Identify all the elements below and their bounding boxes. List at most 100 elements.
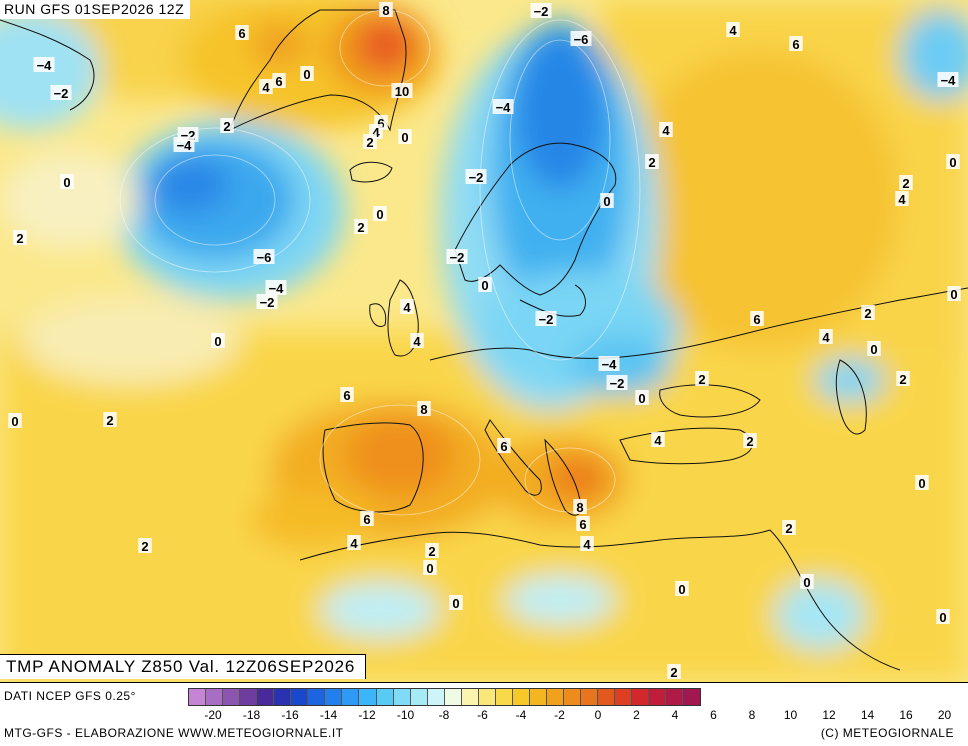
contour-value-label: 2 — [645, 154, 659, 170]
legend-tick-label: -2 — [554, 708, 565, 722]
contour-value-label: 2 — [667, 664, 681, 680]
legend-tick-label: -20 — [204, 708, 222, 722]
svg-text:0: 0 — [803, 575, 810, 590]
svg-text:−2: −2 — [610, 376, 625, 391]
svg-text:2: 2 — [223, 119, 230, 134]
svg-text:−2: −2 — [450, 250, 465, 265]
contour-value-label: −2 — [50, 85, 72, 101]
legend-tick-label: 6 — [710, 708, 717, 722]
contour-value-label: −4 — [492, 99, 514, 115]
legend-tick-label: 20 — [937, 708, 952, 722]
svg-text:0: 0 — [638, 391, 645, 406]
legend-swatch — [410, 689, 428, 705]
contour-value-label: 0 — [211, 333, 225, 349]
svg-text:−2: −2 — [54, 86, 69, 101]
legend-swatch — [257, 689, 275, 705]
contour-lines — [119, 9, 641, 516]
contour-value-label: 6 — [497, 438, 511, 454]
run-label: RUN GFS 01SEP2026 12Z — [0, 0, 191, 19]
svg-text:2: 2 — [648, 155, 655, 170]
legend-ticks: -20 -18 -16 -14 -12 -10 -8 -6 -4 -2 0 2 4 6 8 10 12 14 16 2… — [188, 708, 958, 724]
contour-value-label: 2 — [782, 520, 796, 536]
svg-text:4: 4 — [662, 123, 670, 138]
contour-value-label: 2 — [425, 543, 439, 559]
credits-left: MTG-GFS - ELABORAZIONE WWW.METEOGIORNALE… — [4, 726, 344, 740]
svg-text:0: 0 — [426, 561, 433, 576]
legend-swatch — [546, 689, 565, 705]
svg-text:0: 0 — [481, 278, 488, 293]
svg-text:−4: −4 — [177, 138, 193, 153]
footer: DATI NCEP GFS 0.25° -20 -18 -16 -14 -12 -10 -8… — [0, 682, 968, 746]
contour-value-label: 6 — [340, 387, 354, 403]
svg-text:−2: −2 — [534, 4, 549, 19]
svg-text:−2: −2 — [260, 295, 275, 310]
contour-value-label: 0 — [946, 154, 960, 170]
legend-swatch — [564, 689, 582, 705]
legend-swatch — [240, 689, 258, 705]
svg-text:2: 2 — [785, 521, 792, 536]
svg-text:6: 6 — [343, 388, 350, 403]
svg-text:6: 6 — [500, 439, 507, 454]
svg-text:−4: −4 — [496, 100, 512, 115]
legend-tick-label: 12 — [822, 708, 836, 722]
svg-text:−2: −2 — [469, 170, 484, 185]
legend-swatch — [512, 689, 530, 705]
svg-text:0: 0 — [939, 610, 946, 625]
contour-value-label: −2 — [530, 3, 552, 19]
svg-text:0: 0 — [870, 342, 877, 357]
contour-value-label: 2 — [220, 118, 234, 134]
svg-text:0: 0 — [63, 175, 70, 190]
contour-value-label: 8 — [417, 401, 431, 417]
legend-swatch — [376, 689, 394, 705]
legend-swatch — [529, 689, 547, 705]
contour-value-label: −4 — [598, 356, 620, 372]
svg-text:4: 4 — [729, 23, 737, 38]
svg-text:0: 0 — [303, 67, 310, 82]
svg-text:4: 4 — [583, 537, 591, 552]
legend-tick-label: -6 — [477, 708, 488, 722]
contour-value-label: −2 — [535, 311, 557, 327]
svg-text:−4: −4 — [37, 58, 53, 73]
svg-text:−6: −6 — [257, 250, 272, 265]
contour-value-label: 0 — [8, 413, 22, 429]
contour-value-label: 0 — [800, 574, 814, 590]
svg-text:2: 2 — [357, 220, 364, 235]
contour-value-label: 0 — [915, 475, 929, 491]
legend-swatch — [478, 689, 496, 705]
svg-text:0: 0 — [11, 414, 18, 429]
contour-value-label: 0 — [478, 277, 492, 293]
contour-value-label: 0 — [300, 66, 314, 82]
legend-swatch — [598, 689, 616, 705]
svg-text:2: 2 — [670, 665, 677, 680]
contour-value-label: 4 — [651, 432, 665, 448]
svg-text:−6: −6 — [574, 32, 589, 47]
legend-tick-label: 4 — [671, 708, 679, 722]
contour-value-label: 6 — [576, 516, 590, 532]
legend-swatch — [291, 689, 309, 705]
legend-tick-label: 14 — [860, 708, 875, 722]
svg-text:4: 4 — [350, 536, 358, 551]
contour-value-label: 4 — [819, 329, 833, 345]
contour-value-label: 4 — [259, 79, 273, 95]
legend-swatch — [393, 689, 411, 705]
svg-text:0: 0 — [950, 287, 957, 302]
svg-text:2: 2 — [106, 413, 113, 428]
contour-value-label: 6 — [789, 36, 803, 52]
svg-text:−4: −4 — [269, 281, 285, 296]
legend-tick-label: -8 — [438, 708, 450, 722]
legend-tick-label: -18 — [242, 708, 261, 722]
legend-swatch — [666, 689, 684, 705]
svg-text:4: 4 — [262, 80, 270, 95]
svg-text:6: 6 — [792, 37, 799, 52]
svg-text:0: 0 — [376, 207, 383, 222]
svg-text:0: 0 — [214, 334, 221, 349]
svg-text:6: 6 — [275, 74, 282, 89]
svg-text:0: 0 — [452, 596, 459, 611]
contour-value-label: 0 — [635, 390, 649, 406]
legend-tick-label: -12 — [358, 708, 376, 722]
data-source: DATI NCEP GFS 0.25° — [4, 689, 136, 703]
contour-value-label: 6 — [235, 25, 249, 41]
svg-text:6: 6 — [377, 116, 384, 131]
legend-swatch — [427, 689, 445, 705]
legend-tick-label: 0 — [594, 708, 602, 722]
